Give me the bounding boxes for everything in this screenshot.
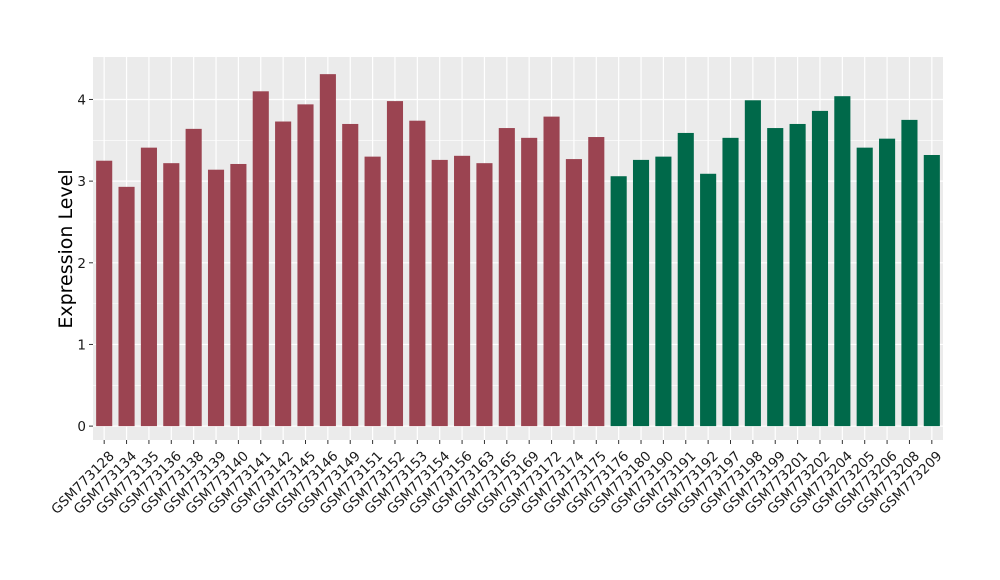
bars [96, 74, 940, 427]
bar-GSM773206 [879, 138, 896, 427]
y-tick-label: 4 [77, 92, 86, 108]
bar-GSM773172 [543, 116, 560, 427]
bar-GSM773169 [521, 137, 538, 427]
bar-GSM773205 [856, 147, 873, 427]
bar-GSM773136 [163, 163, 180, 427]
y-axis-title: Expression Level [55, 169, 77, 328]
bar-GSM773174 [565, 159, 582, 427]
bar-GSM773209 [923, 154, 940, 427]
bar-GSM773140 [230, 163, 247, 427]
bar-GSM773135 [140, 147, 157, 427]
bar-GSM773180 [632, 159, 650, 427]
bar-GSM773142 [275, 121, 292, 427]
y-tick-label: 0 [77, 419, 86, 435]
bar-GSM773146 [319, 74, 336, 427]
bar-GSM773154 [431, 159, 448, 427]
bar-GSM773201 [789, 123, 806, 427]
bar-GSM773199 [767, 128, 784, 427]
bar-GSM773163 [476, 163, 493, 427]
y-tick-label: 1 [77, 337, 86, 353]
bar-GSM773176 [610, 176, 627, 427]
bar-GSM773153 [409, 120, 426, 427]
bar-GSM773128 [96, 160, 113, 427]
bar-GSM773198 [744, 100, 761, 427]
y-tick-label: 3 [77, 174, 86, 190]
bar-GSM773204 [834, 96, 851, 427]
bar-GSM773134 [118, 186, 135, 427]
bar-GSM773151 [364, 156, 381, 427]
bar-GSM773156 [454, 155, 471, 427]
bar-GSM773138 [185, 128, 202, 427]
bar-GSM773152 [386, 101, 404, 427]
bar-GSM773191 [677, 132, 694, 427]
y-axis: 0 1 2 3 4 [77, 92, 93, 435]
bar-GSM773192 [700, 173, 717, 427]
bar-GSM773165 [498, 128, 515, 427]
bar-GSM773141 [252, 91, 269, 427]
bar-GSM773197 [722, 137, 739, 427]
bar-GSM773175 [588, 137, 605, 427]
bar-GSM773149 [342, 123, 359, 427]
bar-GSM773208 [901, 119, 918, 427]
x-axis: GSM773128GSM773134GSM773135GSM773136GSM7… [48, 440, 945, 518]
bar-GSM773190 [655, 156, 672, 427]
y-tick-label: 2 [77, 256, 86, 272]
bar-GSM773139 [207, 169, 225, 427]
bar-GSM773202 [811, 110, 829, 427]
bar-GSM773145 [297, 104, 314, 427]
